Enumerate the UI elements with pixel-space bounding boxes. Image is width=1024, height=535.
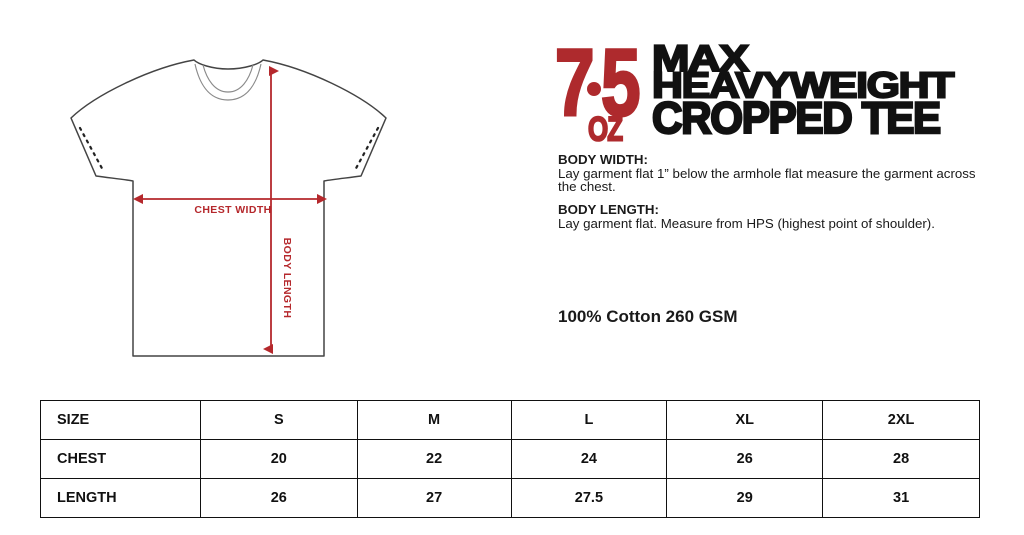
- svg-text:CHEST WIDTH: CHEST WIDTH: [194, 204, 271, 216]
- svg-text:BODY LENGTH: BODY LENGTH: [281, 238, 293, 319]
